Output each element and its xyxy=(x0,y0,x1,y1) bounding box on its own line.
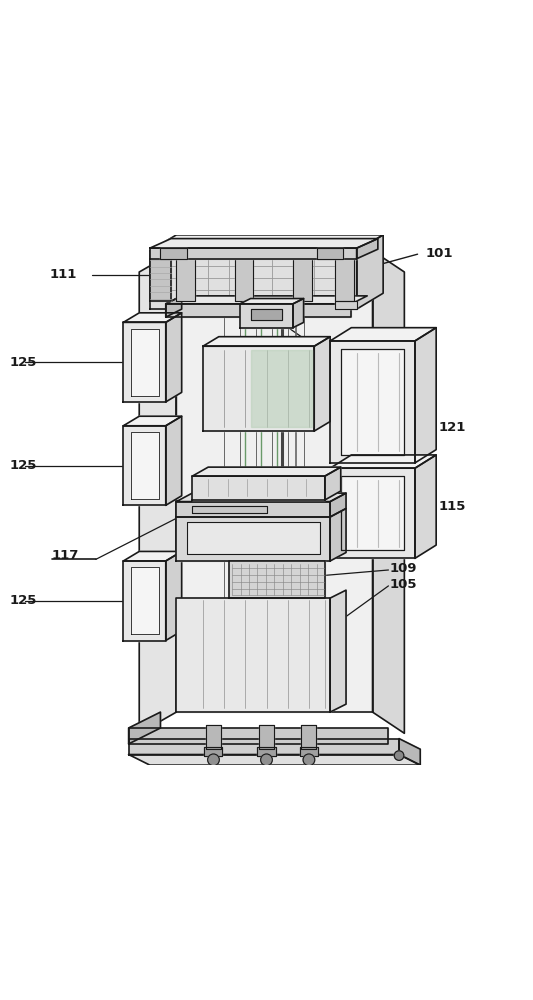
Polygon shape xyxy=(166,313,182,402)
Polygon shape xyxy=(123,322,166,402)
Polygon shape xyxy=(357,235,383,309)
Polygon shape xyxy=(325,467,341,500)
Polygon shape xyxy=(203,337,330,346)
Polygon shape xyxy=(139,251,176,733)
Polygon shape xyxy=(150,251,357,309)
Polygon shape xyxy=(166,551,182,641)
Text: 121: 121 xyxy=(439,421,466,434)
Polygon shape xyxy=(330,508,346,561)
Polygon shape xyxy=(330,455,436,468)
Text: 107: 107 xyxy=(373,382,400,395)
Text: 109: 109 xyxy=(390,562,417,575)
Text: 103: 103 xyxy=(390,506,418,519)
Polygon shape xyxy=(123,313,182,322)
Polygon shape xyxy=(128,755,420,765)
Polygon shape xyxy=(150,248,357,259)
Polygon shape xyxy=(123,416,182,426)
Polygon shape xyxy=(257,747,276,756)
Polygon shape xyxy=(131,329,159,396)
Polygon shape xyxy=(123,551,182,561)
Polygon shape xyxy=(335,255,354,301)
Polygon shape xyxy=(192,476,325,500)
Polygon shape xyxy=(330,341,415,463)
Polygon shape xyxy=(235,255,253,301)
Polygon shape xyxy=(240,299,304,304)
Polygon shape xyxy=(240,304,293,328)
Polygon shape xyxy=(166,304,351,317)
Polygon shape xyxy=(160,248,187,259)
Polygon shape xyxy=(176,493,346,502)
Polygon shape xyxy=(176,517,330,561)
Polygon shape xyxy=(330,493,346,517)
Text: 119: 119 xyxy=(373,369,400,382)
Polygon shape xyxy=(300,747,318,756)
Circle shape xyxy=(394,751,404,760)
Text: 125: 125 xyxy=(10,459,37,472)
Polygon shape xyxy=(415,328,436,463)
Polygon shape xyxy=(128,739,399,755)
Text: 125: 125 xyxy=(10,356,37,369)
Polygon shape xyxy=(293,299,304,328)
Polygon shape xyxy=(131,567,159,634)
Polygon shape xyxy=(251,350,312,427)
Text: 113: 113 xyxy=(370,356,398,369)
Polygon shape xyxy=(203,346,314,431)
Polygon shape xyxy=(251,309,282,320)
Text: 105: 105 xyxy=(390,578,417,591)
Polygon shape xyxy=(166,296,367,304)
Polygon shape xyxy=(128,712,160,744)
Text: 115: 115 xyxy=(439,500,466,513)
Polygon shape xyxy=(293,255,312,301)
Polygon shape xyxy=(206,725,221,749)
Polygon shape xyxy=(330,590,346,712)
Polygon shape xyxy=(176,502,330,517)
Polygon shape xyxy=(314,337,330,431)
Text: 117: 117 xyxy=(52,549,79,562)
Polygon shape xyxy=(166,416,182,505)
Circle shape xyxy=(208,754,219,766)
Polygon shape xyxy=(131,432,159,499)
Polygon shape xyxy=(335,301,357,309)
Polygon shape xyxy=(229,561,325,598)
Polygon shape xyxy=(176,251,373,712)
Polygon shape xyxy=(176,598,330,712)
Polygon shape xyxy=(259,725,274,749)
Polygon shape xyxy=(317,248,343,259)
Polygon shape xyxy=(330,468,415,558)
Text: 130: 130 xyxy=(391,488,419,501)
Polygon shape xyxy=(187,522,319,554)
Polygon shape xyxy=(150,235,383,251)
Polygon shape xyxy=(341,476,405,550)
Polygon shape xyxy=(415,455,436,558)
Polygon shape xyxy=(123,561,166,641)
Circle shape xyxy=(303,754,315,766)
Polygon shape xyxy=(399,739,420,765)
Polygon shape xyxy=(341,349,405,455)
Polygon shape xyxy=(330,328,436,341)
Polygon shape xyxy=(192,506,266,513)
Polygon shape xyxy=(357,239,378,259)
Polygon shape xyxy=(373,251,405,733)
Polygon shape xyxy=(176,255,195,301)
Polygon shape xyxy=(128,728,389,744)
Polygon shape xyxy=(150,239,378,248)
Text: 125: 125 xyxy=(10,594,37,607)
Circle shape xyxy=(261,754,272,766)
Polygon shape xyxy=(150,255,171,301)
Polygon shape xyxy=(205,747,222,756)
Text: 101: 101 xyxy=(425,247,453,260)
Text: 111: 111 xyxy=(49,268,76,281)
Polygon shape xyxy=(166,296,182,317)
Polygon shape xyxy=(123,426,166,505)
Polygon shape xyxy=(192,467,341,476)
Polygon shape xyxy=(302,725,317,749)
